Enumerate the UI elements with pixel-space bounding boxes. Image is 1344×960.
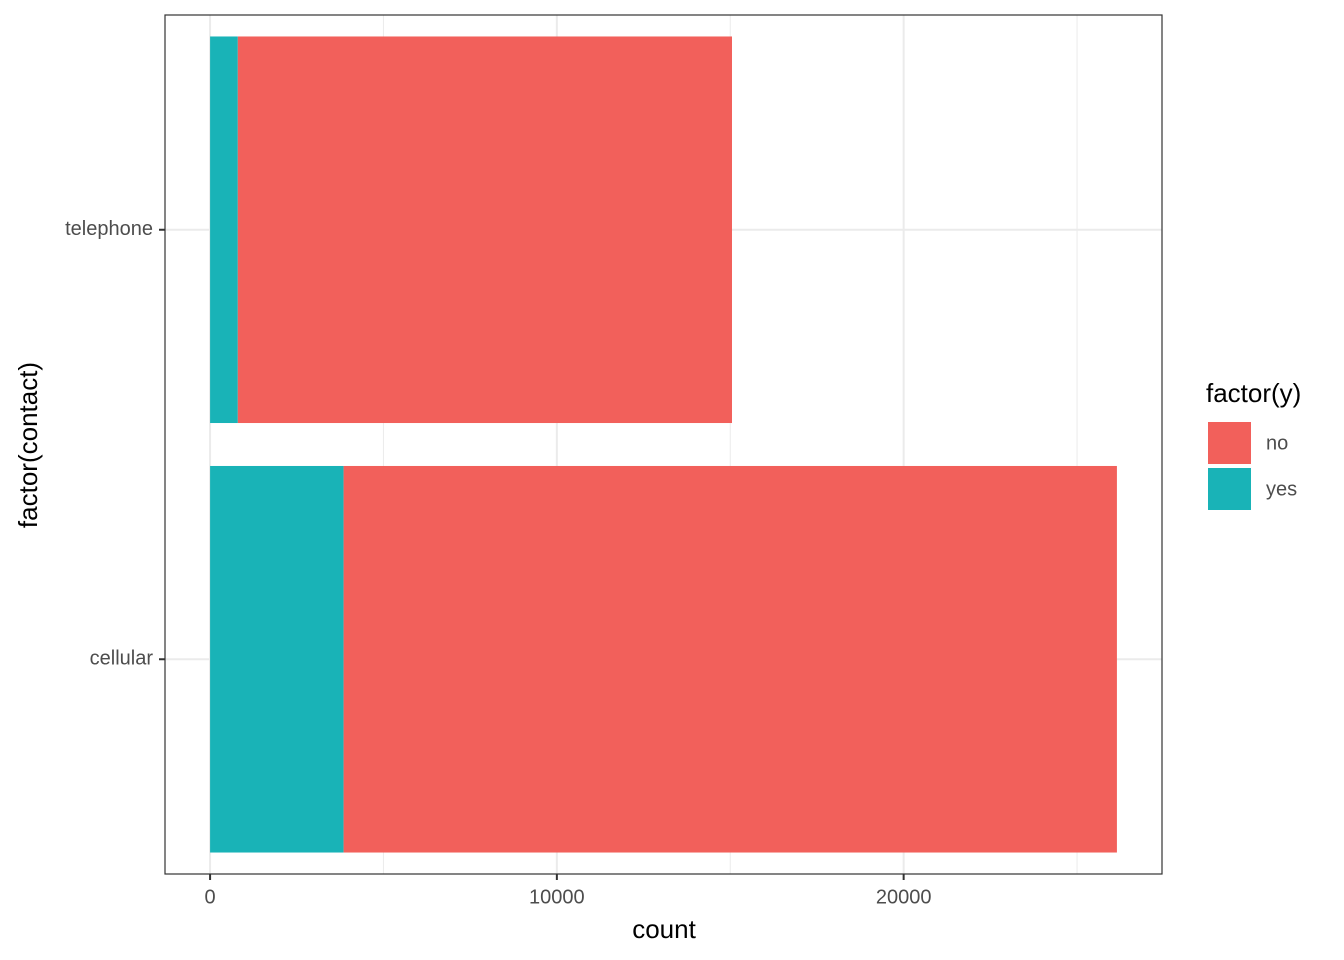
legend-label: no — [1266, 432, 1288, 454]
legend-label: yes — [1266, 478, 1297, 500]
bar-segment — [343, 465, 1117, 853]
x-tick-label: 0 — [205, 886, 216, 908]
y-axis-label: factor(contact) — [13, 362, 43, 528]
y-tick-label: telephone — [65, 218, 153, 240]
x-tick-label: 10000 — [529, 886, 585, 908]
legend-title: factor(y) — [1206, 378, 1301, 408]
legend-key — [1208, 468, 1251, 510]
x-axis-label: count — [632, 914, 696, 944]
bar-segment — [237, 36, 732, 424]
panel-border — [164, 14, 1163, 875]
y-tick-label: cellular — [90, 648, 154, 670]
bar-segment — [210, 465, 344, 853]
bar-segment — [210, 36, 238, 424]
legend-key — [1208, 422, 1251, 464]
x-tick-label: 20000 — [876, 886, 932, 908]
